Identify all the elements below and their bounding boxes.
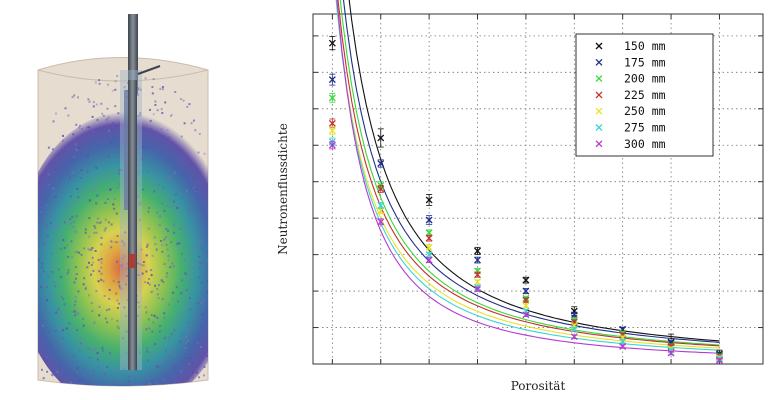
data-point bbox=[715, 356, 723, 364]
data-point bbox=[328, 76, 336, 84]
data-point bbox=[328, 141, 336, 149]
fit-curve-3 bbox=[337, 0, 720, 347]
data-point bbox=[522, 296, 530, 304]
fit-curve-2 bbox=[339, 0, 720, 346]
legend-marker bbox=[595, 91, 603, 99]
data-point bbox=[425, 251, 433, 259]
data-point bbox=[474, 256, 481, 264]
data-point bbox=[570, 333, 578, 341]
data-point bbox=[328, 127, 336, 135]
data-point bbox=[570, 311, 578, 319]
legend-label: 175 mm bbox=[624, 55, 666, 69]
data-point bbox=[425, 229, 433, 237]
data-point bbox=[570, 325, 578, 333]
data-points bbox=[328, 36, 723, 364]
data-point bbox=[377, 218, 385, 226]
legend-label: 225 mm bbox=[624, 88, 666, 102]
data-point bbox=[377, 134, 385, 142]
data-point bbox=[522, 302, 530, 310]
data-point bbox=[425, 256, 433, 264]
legend-marker bbox=[595, 140, 603, 148]
legend-label: 275 mm bbox=[624, 121, 666, 135]
data-point bbox=[328, 39, 336, 47]
data-point bbox=[474, 278, 481, 286]
flux-heatmap bbox=[38, 112, 208, 386]
data-point bbox=[377, 207, 385, 215]
legend-marker bbox=[595, 75, 603, 83]
data-point bbox=[474, 285, 481, 293]
data-point bbox=[425, 243, 433, 251]
legend-marker bbox=[595, 42, 603, 50]
x-axis-label: Porosität bbox=[511, 379, 566, 393]
legend-marker bbox=[595, 58, 603, 66]
data-point bbox=[328, 94, 336, 102]
data-point bbox=[377, 185, 385, 193]
fit-curve-5 bbox=[335, 0, 720, 351]
grid bbox=[313, 14, 763, 364]
data-point bbox=[619, 331, 627, 339]
legend-label: 200 mm bbox=[624, 72, 666, 86]
legend-label: 150 mm bbox=[624, 39, 666, 53]
simulation-image bbox=[37, 14, 209, 387]
data-point bbox=[425, 196, 433, 204]
fit-curve-6 bbox=[336, 0, 720, 354]
data-point bbox=[619, 337, 627, 345]
fit-curve-4 bbox=[335, 0, 720, 349]
legend-marker bbox=[595, 107, 603, 115]
data-point bbox=[377, 201, 385, 209]
data-point bbox=[474, 247, 481, 255]
legend-marker bbox=[595, 124, 603, 131]
data-point bbox=[377, 160, 385, 167]
neutron-flux-chart: Neutronenflussdichte Porosität 150 mm 175… bbox=[276, 0, 764, 393]
data-point bbox=[522, 276, 530, 284]
data-point bbox=[667, 346, 675, 354]
data-point bbox=[522, 311, 530, 319]
data-point bbox=[425, 216, 433, 224]
data-point bbox=[425, 234, 433, 242]
data-point bbox=[328, 119, 336, 127]
legend-label: 300 mm bbox=[624, 137, 666, 151]
legend: 150 mm 175 mm 200 mm 225 mm 250 mm 275 mm 300 … bbox=[575, 33, 714, 157]
fit-curves bbox=[335, 0, 720, 354]
probe-icon bbox=[120, 14, 161, 370]
legend-label: 250 mm bbox=[624, 104, 666, 118]
data-point bbox=[667, 349, 675, 357]
data-point bbox=[522, 287, 530, 295]
data-point bbox=[619, 343, 627, 350]
y-axis-label: Neutronenflussdichte bbox=[276, 123, 290, 255]
data-point bbox=[474, 271, 481, 279]
